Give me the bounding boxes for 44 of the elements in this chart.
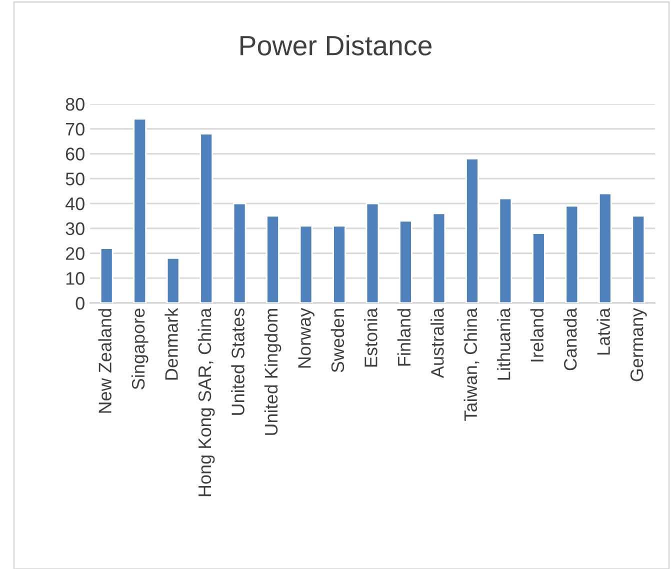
- x-tick-label: Hong Kong SAR, China: [198, 308, 215, 496]
- x-tick-label: Canada: [563, 308, 577, 370]
- bar: [232, 202, 246, 303]
- x-tick-label: Denmark: [164, 308, 178, 380]
- y-tick-label: 0: [76, 296, 84, 310]
- x-tick-label: Singapore: [131, 308, 148, 390]
- x-tick-label: United States: [231, 308, 244, 415]
- bar: [166, 258, 180, 303]
- bar: [565, 205, 579, 303]
- bar: [532, 232, 546, 303]
- bar: [598, 192, 612, 303]
- x-tick-label: Lithuania: [497, 308, 510, 380]
- bar: [133, 118, 147, 303]
- bar: [366, 202, 380, 303]
- y-tick-label: 60: [66, 148, 84, 160]
- bar: [332, 225, 346, 303]
- y-tick-label: 70: [66, 122, 84, 136]
- bar: [299, 225, 313, 303]
- x-tick-label: Estonia: [364, 308, 378, 367]
- bar: [200, 133, 213, 303]
- y-tick-label: 80: [66, 98, 84, 111]
- bar: [466, 158, 479, 303]
- y-tick-label: 20: [66, 247, 84, 260]
- bar: [498, 198, 512, 303]
- x-tick-label: Australia: [430, 308, 444, 378]
- y-tick-label: 10: [66, 272, 84, 285]
- x-tick-label: New Zealand: [98, 309, 112, 413]
- y-tick-label: 40: [65, 197, 84, 210]
- x-tick-label: Norway: [298, 308, 314, 368]
- y-tick-label: 50: [66, 172, 84, 186]
- x-tick-label: Latvia: [596, 308, 610, 355]
- x-tick-label: Ireland: [530, 309, 544, 362]
- y-tick-label: 30: [66, 222, 84, 236]
- x-tick-label: Germany: [630, 308, 647, 382]
- x-tick-label: United Kingdom: [264, 309, 282, 435]
- chart-title: Power Distance: [240, 35, 432, 56]
- bar: [632, 215, 646, 303]
- x-tick-label: Finland: [397, 309, 411, 366]
- bar: [399, 220, 412, 303]
- bar: [100, 248, 114, 303]
- x-tick-label: Taiwan, China: [464, 308, 480, 421]
- bar: [266, 215, 280, 303]
- x-tick-label: Sweden: [330, 309, 344, 372]
- bar: [432, 212, 446, 303]
